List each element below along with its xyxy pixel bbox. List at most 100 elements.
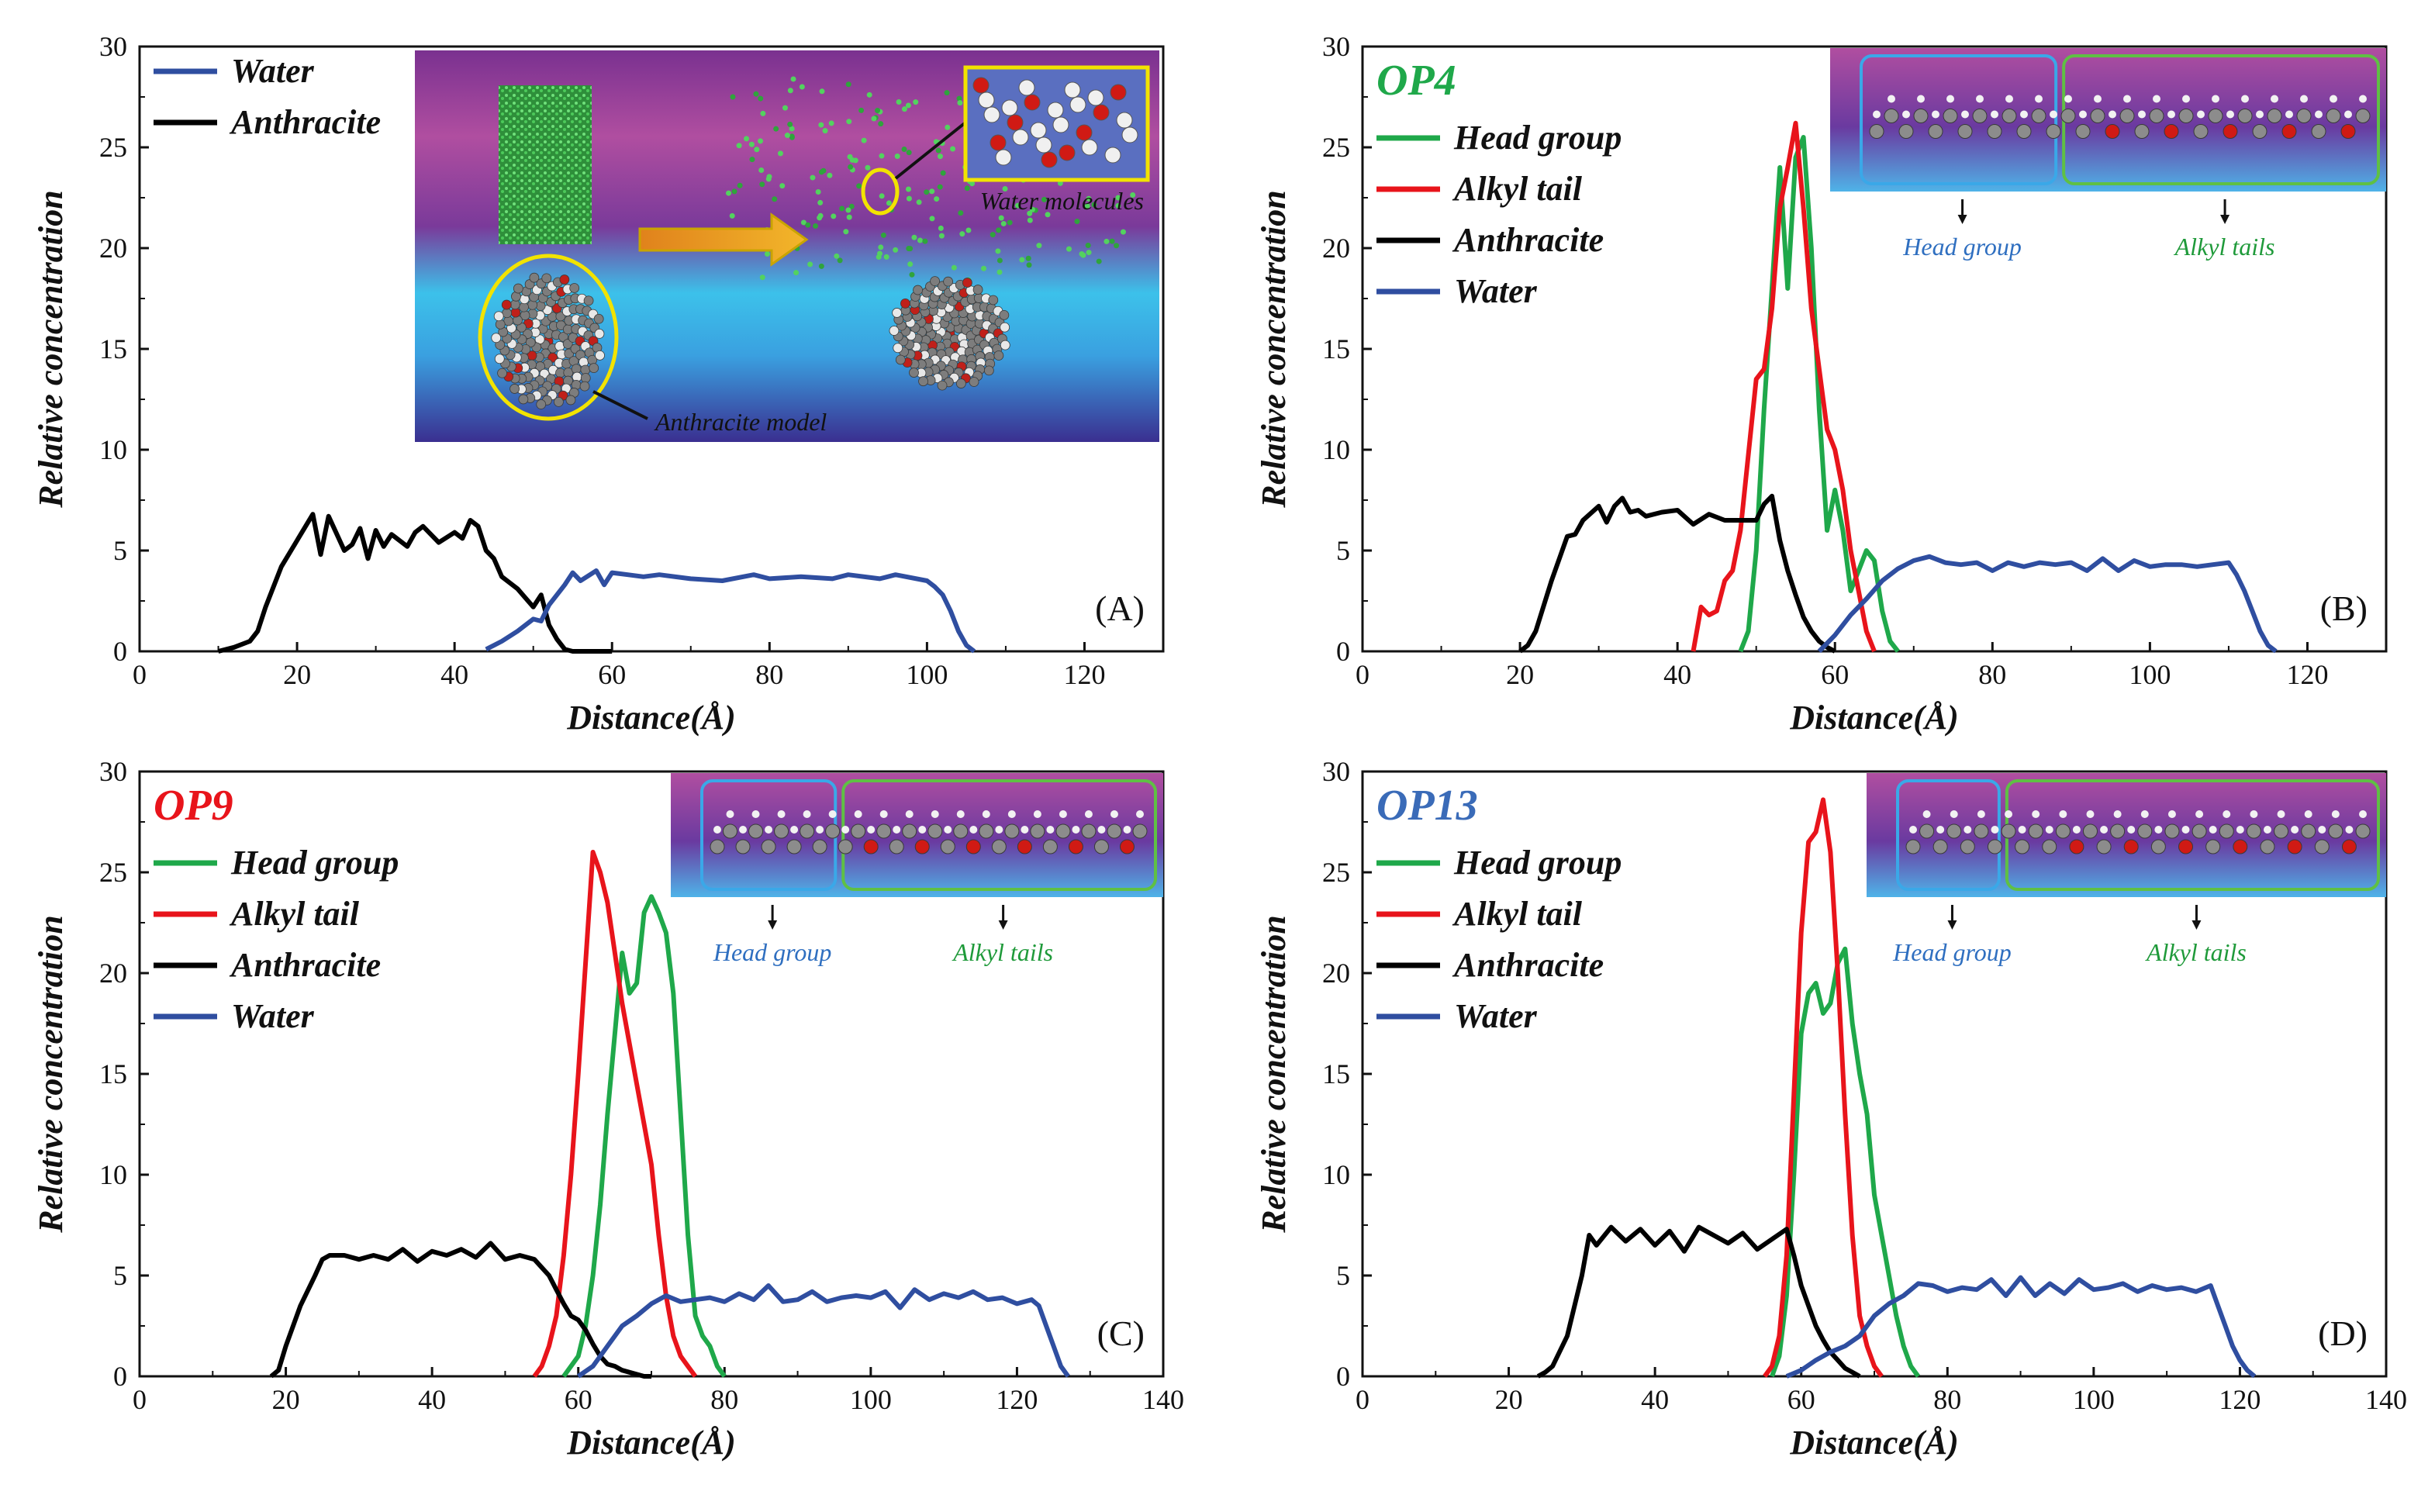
water-atom-dot [978, 91, 995, 109]
series-line-water [1785, 1275, 2257, 1379]
water-molecule-dot [1057, 180, 1063, 186]
water-molecule-dot [894, 153, 900, 159]
y-tick-label: 0 [113, 1361, 127, 1392]
panel-letter: (B) [2320, 589, 2368, 628]
atom-dot [2031, 109, 2046, 123]
inset-label-alkyl-tails: Alkyl tails [2174, 233, 2275, 261]
hydrogen-dot [2359, 95, 2367, 103]
hydrogen-dot [905, 810, 914, 818]
y-tick-label: 15 [1322, 333, 1350, 364]
hydrogen-dot [2064, 95, 2072, 103]
hydrogen-dot [1902, 110, 1910, 119]
atom-dot [2149, 109, 2164, 123]
water-atom-dot [1110, 84, 1127, 101]
atom-dot [2075, 124, 2091, 139]
water-molecule-dot [875, 108, 881, 114]
atom-dot [2164, 823, 2180, 839]
water-molecule-dot [913, 99, 919, 105]
hydrogen-dot [2359, 810, 2367, 818]
x-tick-label: 0 [1356, 1384, 1369, 1415]
water-atom-dot [1041, 151, 1058, 168]
water-atom-dot [1012, 129, 1029, 146]
water-atom-dot [1024, 94, 1041, 111]
legend-label: Alkyl tail [229, 895, 360, 933]
hydrogen-dot [2020, 110, 2028, 119]
tail-arrowhead-icon [2220, 215, 2230, 224]
atom-dot [900, 298, 910, 309]
legend-label: Water [231, 52, 315, 90]
y-tick-label: 25 [99, 132, 127, 163]
water-molecule-dot [1104, 238, 1110, 244]
water-molecule-dot [1002, 186, 1008, 192]
atom-dot [2046, 124, 2061, 139]
water-molecule-dot [1045, 212, 1051, 218]
water-molecule-dot [837, 257, 843, 264]
atom-dot [579, 381, 590, 392]
hydrogen-dot [2195, 810, 2204, 818]
water-molecule-dot [779, 183, 786, 189]
atom-dot [2105, 124, 2120, 139]
water-molecule-dot [1036, 243, 1042, 249]
x-axis-label: Distance(Å) [1789, 1424, 1959, 1462]
hydrogen-dot [2032, 810, 2040, 818]
atom-dot [2042, 839, 2057, 854]
water-molecule-dot [846, 119, 852, 125]
hydrogen-dot [2250, 810, 2258, 818]
y-tick-label: 0 [1336, 1361, 1350, 1392]
hydrogen-dot [828, 810, 837, 818]
y-tick-label: 15 [99, 333, 127, 364]
x-tick-label: 20 [1495, 1384, 1523, 1415]
atom-dot [2002, 109, 2017, 123]
atom-dot [930, 276, 940, 287]
water-molecule-dot [1130, 192, 1136, 198]
water-molecule-dot [879, 153, 885, 159]
atom-dot [889, 839, 904, 854]
hydrogen-dot [2127, 826, 2136, 834]
water-molecule-dot [945, 124, 951, 130]
x-axis-label: Distance(Å) [1789, 699, 1959, 737]
water-molecule-dot [1025, 255, 1031, 261]
atom-dot [1081, 823, 1097, 839]
water-molecule-dot [907, 261, 914, 268]
atom-dot [918, 376, 928, 387]
hydrogen-dot [1932, 110, 1939, 119]
hydrogen-dot [2072, 826, 2081, 834]
atom-dot [529, 272, 540, 283]
y-tick-label: 10 [99, 1159, 127, 1190]
atom-dot [786, 839, 802, 854]
series-line-water [1817, 554, 2278, 654]
hydrogen-dot [2330, 95, 2337, 103]
water-box-image [499, 85, 592, 244]
y-tick-label: 30 [1322, 31, 1350, 62]
atom-dot [569, 283, 580, 293]
atom-dot [509, 384, 520, 394]
water-molecule-dot [817, 199, 824, 205]
y-tick-label: 30 [1322, 756, 1350, 787]
water-molecule-dot [1084, 203, 1090, 209]
atom-dot [1107, 823, 1122, 839]
series-line-anthracite [269, 1241, 651, 1379]
head-arrowhead-icon [768, 920, 778, 930]
water-molecule-dot [1086, 250, 1092, 256]
atom-dot [2178, 839, 2194, 854]
water-molecule-dot [906, 150, 912, 156]
atom-dot [2237, 109, 2253, 123]
md-simulation-inset: Water molecules Anthracite model [415, 50, 1159, 442]
water-molecule-dot [749, 157, 755, 163]
water-molecule-dot [773, 126, 779, 132]
process-arrow-icon [638, 212, 809, 267]
hydrogen-dot [2236, 826, 2244, 834]
atom-dot [541, 273, 552, 284]
atom-dot [2267, 109, 2282, 123]
hydrogen-dot [1950, 810, 1958, 818]
atom-dot [513, 283, 523, 294]
hydrogen-dot [1888, 95, 1895, 103]
water-atom-dot [995, 149, 1012, 166]
x-tick-label: 20 [272, 1384, 300, 1415]
atom-dot [2328, 823, 2343, 839]
molecule-inset: Head group Alkyl tails [1830, 48, 2386, 261]
water-atom-dot [1087, 89, 1104, 106]
atom-dot [2055, 823, 2071, 839]
atom-dot [1000, 340, 1010, 350]
water-atom-dot [983, 106, 1000, 123]
